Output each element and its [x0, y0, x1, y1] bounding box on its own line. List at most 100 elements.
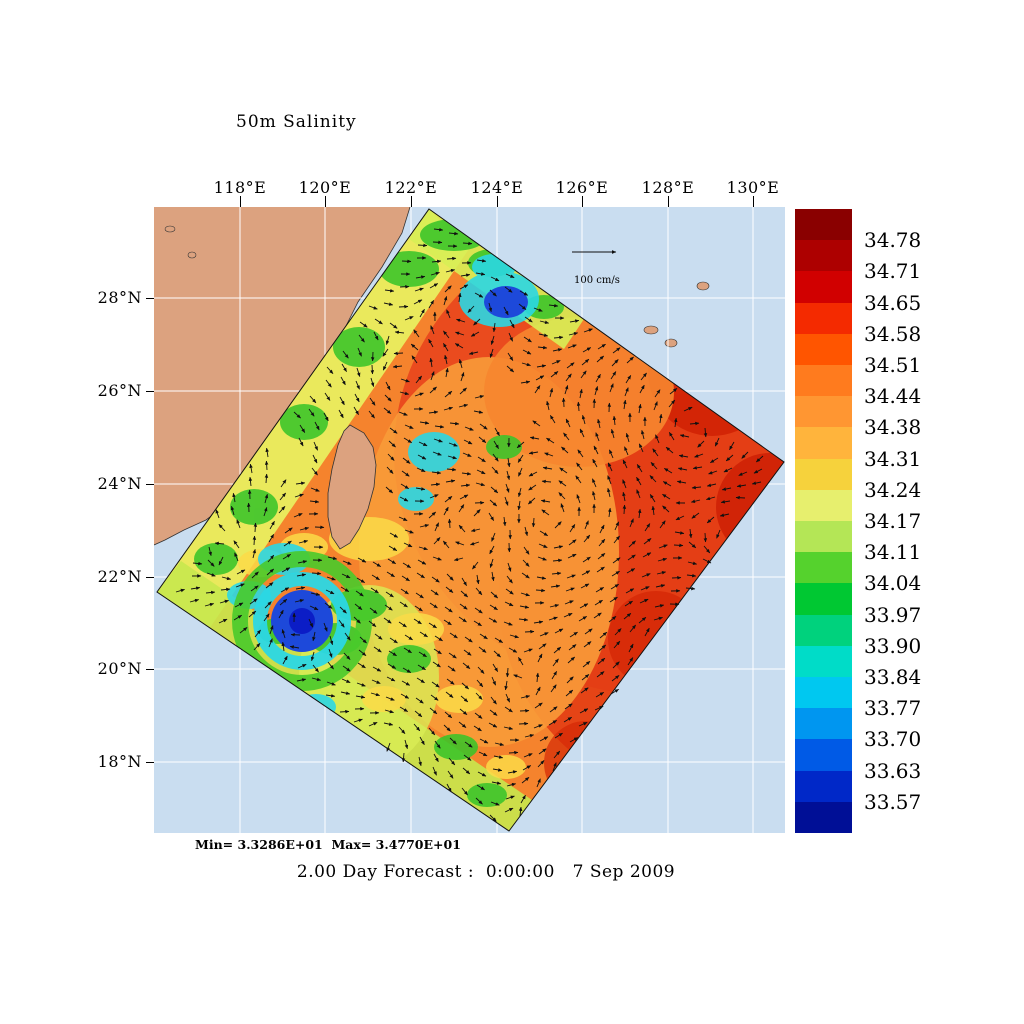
- vector-arrow: [566, 574, 576, 579]
- vector-arrow: [576, 494, 581, 504]
- vector-arrow: [359, 636, 367, 644]
- vector-arrow: [565, 373, 572, 382]
- vector-arrow: [311, 467, 318, 476]
- vector-arrow: [489, 558, 494, 568]
- colorbar-tick-label: 34.78: [864, 228, 922, 253]
- vector-arrow: [592, 491, 596, 501]
- vector-arrow: [339, 396, 345, 406]
- vector-arrow: [418, 756, 422, 767]
- vector-arrow: [445, 479, 456, 483]
- colorbar-band: [795, 209, 852, 241]
- vector-arrow: [387, 453, 395, 461]
- reference-vector: 100 cm/s: [572, 250, 620, 286]
- vector-arrow: [583, 328, 593, 333]
- vector-arrow: [368, 305, 378, 310]
- vector-arrow: [445, 691, 454, 698]
- vector-arrow: [550, 684, 557, 693]
- vector-arrow: [447, 770, 454, 779]
- vector-arrow: [640, 586, 650, 591]
- vector-arrow: [540, 499, 551, 503]
- lon-tick-mark: [582, 196, 583, 207]
- vector-arrow: [430, 325, 435, 335]
- colorbar-tick-label: 34.31: [864, 446, 922, 471]
- lat-tick-mark: [146, 669, 154, 670]
- vector-arrow: [506, 470, 511, 480]
- vector-arrow: [492, 663, 499, 672]
- vector-arrow: [415, 375, 423, 384]
- vector-arrow: [325, 379, 332, 388]
- vector-arrow: [597, 343, 606, 350]
- vector-arrow: [342, 665, 351, 672]
- vector-arrow: [535, 375, 545, 381]
- vector-arrow: [341, 573, 351, 579]
- vector-arrow: [458, 403, 468, 408]
- vector-arrow: [662, 505, 670, 513]
- vector-arrow: [489, 814, 497, 822]
- map-plot: 100 cm/s: [154, 207, 785, 833]
- vector-arrow: [343, 652, 351, 660]
- vector-arrow: [542, 466, 553, 470]
- vector-arrow: [655, 434, 660, 444]
- vector-arrow: [280, 587, 290, 593]
- vector-arrow: [369, 397, 376, 406]
- vector-arrow: [518, 806, 523, 817]
- vector-arrow: [401, 680, 411, 686]
- vector-arrow: [404, 634, 413, 641]
- vector-arrow: [584, 520, 589, 530]
- vector-arrow: [473, 725, 482, 732]
- vector-arrow: [463, 649, 472, 656]
- vector-arrow: [342, 350, 349, 359]
- vector-arrow: [294, 493, 304, 498]
- vector-arrow: [488, 617, 498, 623]
- vector-arrow: [310, 487, 320, 492]
- vector-arrow: [297, 560, 308, 564]
- vector-arrow: [520, 694, 530, 699]
- vector-arrow: [612, 415, 617, 426]
- lat-tick-mark: [146, 577, 154, 578]
- vector-arrow: [399, 706, 408, 712]
- vector-arrow: [755, 455, 764, 463]
- vector-arrow: [414, 605, 423, 612]
- vector-arrow: [281, 567, 291, 573]
- vector-arrow: [550, 371, 559, 378]
- vector-arrow: [415, 697, 424, 704]
- vector-arrow: [504, 807, 514, 813]
- vector-arrow: [564, 600, 574, 605]
- vector-arrow: [521, 362, 531, 367]
- vector-arrow: [582, 556, 591, 563]
- vector-arrow: [293, 411, 301, 419]
- vector-arrow: [298, 539, 308, 544]
- vector-arrow: [398, 726, 406, 735]
- vector-arrow: [688, 541, 697, 549]
- vector-arrow: [610, 371, 617, 380]
- vector-arrow: [639, 598, 649, 604]
- vector-arrow: [384, 709, 394, 714]
- vector-arrow: [371, 679, 381, 684]
- vector-arrow: [560, 503, 565, 513]
- vector-arrow: [289, 645, 300, 649]
- vector-arrow: [569, 737, 579, 743]
- vector-arrow: [356, 577, 365, 583]
- vector-arrow: [461, 577, 467, 586]
- vector-arrow: [374, 633, 383, 640]
- vector-arrow: [581, 415, 586, 425]
- vector-arrow: [389, 322, 398, 329]
- vector-arrow: [505, 693, 511, 703]
- vector-arrow: [492, 322, 497, 333]
- vector-arrow: [281, 629, 286, 639]
- vector-arrow: [358, 649, 367, 657]
- vector-arrow: [714, 437, 720, 447]
- vector-arrow: [491, 571, 495, 582]
- colorbar-tick-label: 34.71: [864, 259, 922, 284]
- vector-arrow: [489, 604, 498, 611]
- vector-arrow: [504, 496, 509, 506]
- vector-arrow: [387, 663, 397, 669]
- vector-arrow: [697, 440, 705, 448]
- lat-tick-mark: [146, 762, 154, 763]
- vector-arrow: [461, 471, 472, 476]
- vector-arrow: [431, 259, 442, 264]
- vector-arrow: [414, 710, 423, 718]
- vector-arrow: [607, 475, 612, 485]
- colorbar-tick-label: 34.17: [864, 509, 922, 533]
- vector-arrow: [416, 677, 425, 684]
